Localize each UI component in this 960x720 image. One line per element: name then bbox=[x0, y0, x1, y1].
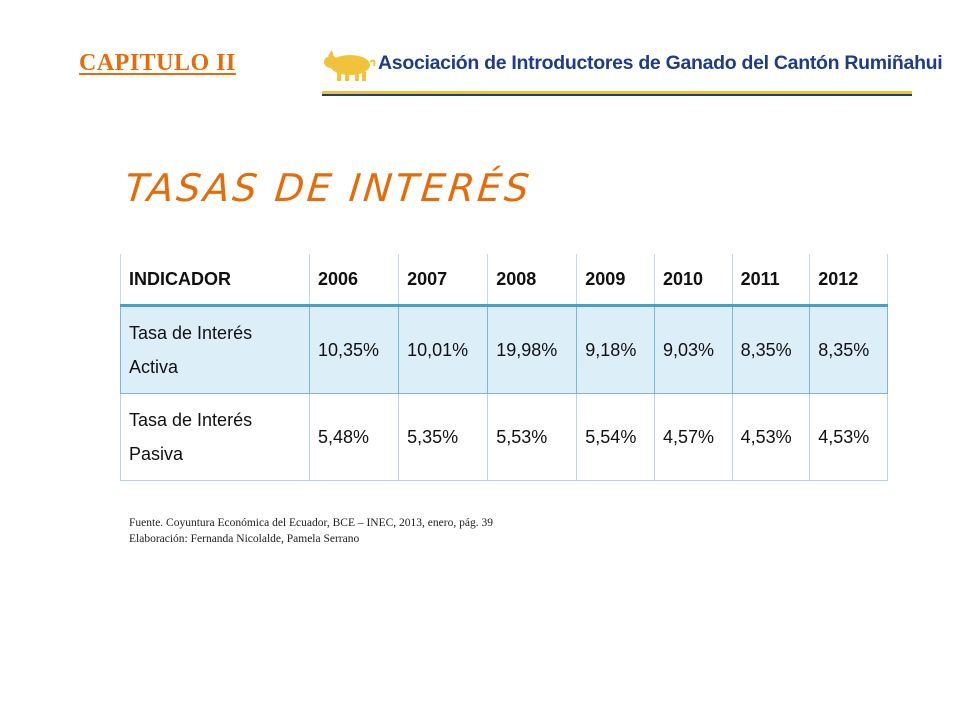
table-cell: 8,35% bbox=[731, 305, 811, 394]
table-row-active-rate: Tasa de Interés Activa 10,35% 10,01% 19,… bbox=[120, 305, 888, 394]
header-year-2011: 2011 bbox=[731, 254, 811, 307]
source-footnote: Fuente. Coyuntura Económica del Ecuador,… bbox=[129, 515, 493, 547]
logo-underline-blue bbox=[322, 94, 912, 96]
row-label-passive: Tasa de Interés Pasiva bbox=[120, 393, 310, 481]
association-logo: Asociación de Introductores de Ganado de… bbox=[322, 30, 943, 98]
table-cell: 4,57% bbox=[653, 393, 733, 481]
row-label-line2: Pasiva bbox=[129, 444, 184, 464]
logo-text: Asociación de Introductores de Ganado de… bbox=[378, 52, 943, 74]
chapter-heading: CAPITULO II bbox=[79, 50, 236, 76]
header-indicator: INDICADOR bbox=[120, 254, 310, 307]
table-cell: 5,53% bbox=[487, 393, 578, 481]
header-year-2008: 2008 bbox=[487, 254, 578, 307]
pig-icon bbox=[324, 50, 376, 81]
header-year-2007: 2007 bbox=[398, 254, 489, 307]
table-cell: 4,53% bbox=[809, 393, 888, 481]
table-cell: 9,03% bbox=[653, 305, 733, 394]
table-row-passive-rate: Tasa de Interés Pasiva 5,48% 5,35% 5,53%… bbox=[120, 393, 888, 481]
header-year-2006: 2006 bbox=[308, 254, 400, 307]
table-cell: 4,53% bbox=[731, 393, 811, 481]
header-year-2012: 2012 bbox=[809, 254, 888, 307]
interest-rates-table: INDICADOR 2006 2007 2008 2009 2010 2011 … bbox=[120, 254, 888, 481]
row-label-line1: Tasa de Interés bbox=[129, 410, 253, 430]
header-year-2010: 2010 bbox=[653, 254, 733, 307]
table-cell: 10,01% bbox=[398, 305, 489, 394]
table-header-row: INDICADOR 2006 2007 2008 2009 2010 2011 … bbox=[120, 254, 888, 307]
elaboration-line: Elaboración: Fernanda Nicolalde, Pamela … bbox=[129, 533, 360, 545]
header-year-2009: 2009 bbox=[576, 254, 655, 307]
table-cell: 5,48% bbox=[308, 393, 400, 481]
source-line: Fuente. Coyuntura Económica del Ecuador,… bbox=[129, 517, 493, 529]
table-cell: 8,35% bbox=[809, 305, 888, 394]
table-cell: 19,98% bbox=[487, 305, 578, 394]
row-label-active: Tasa de Interés Activa bbox=[120, 305, 310, 394]
table-cell: 9,18% bbox=[576, 305, 655, 394]
table-cell: 10,35% bbox=[308, 305, 400, 394]
logo-underline-yellow bbox=[322, 91, 912, 94]
page-title: TASAS DE INTERÉS bbox=[122, 166, 535, 210]
row-label-line2: Activa bbox=[129, 357, 179, 377]
row-label-line1: Tasa de Interés bbox=[129, 323, 253, 343]
table-cell: 5,35% bbox=[398, 393, 489, 481]
table-cell: 5,54% bbox=[576, 393, 655, 481]
